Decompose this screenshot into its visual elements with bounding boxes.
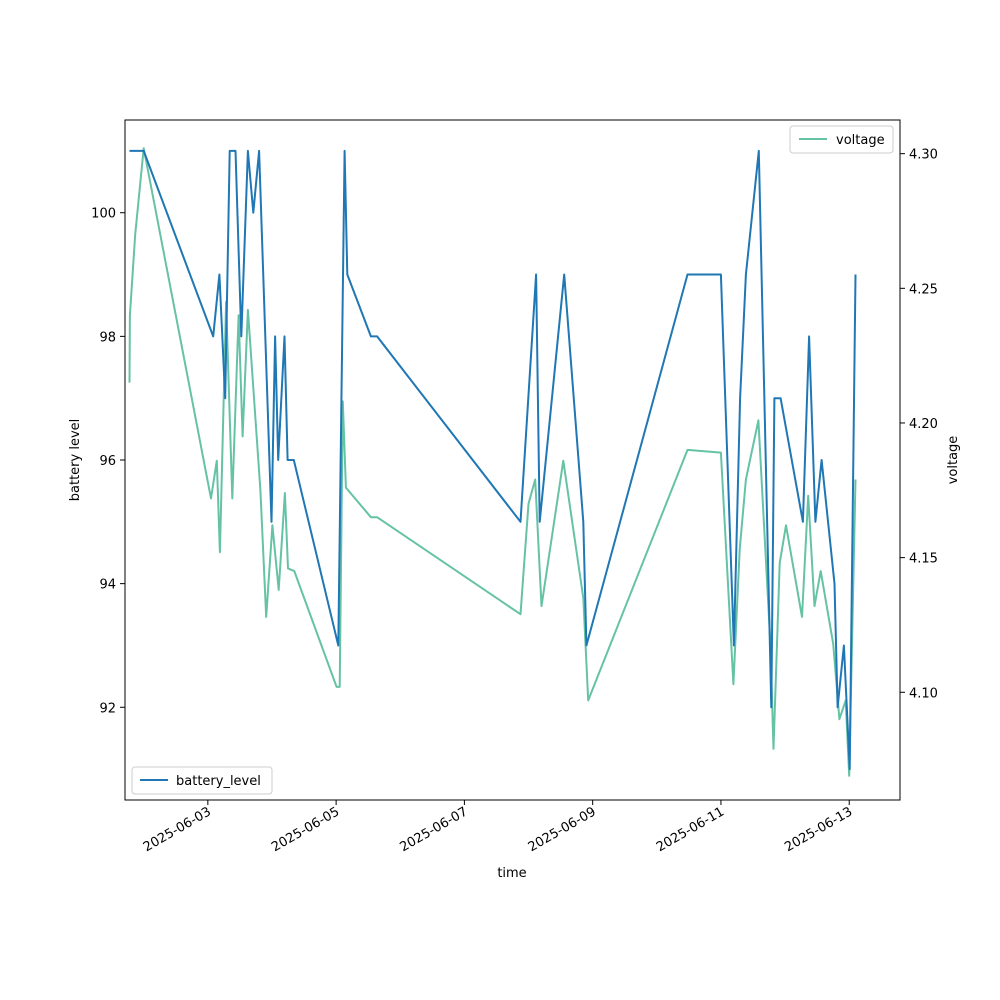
left-y-tick-label: 98 <box>99 330 116 345</box>
series-layer <box>128 147 857 777</box>
legend-voltage: voltage <box>789 125 894 154</box>
plot-area <box>125 120 900 800</box>
right-y-tick-label: 4.30 <box>909 148 938 163</box>
right-y-tick-label: 4.20 <box>909 417 938 432</box>
legend-box <box>131 766 273 795</box>
left-y-tick-label: 94 <box>99 578 116 593</box>
left-y-tick-label: 100 <box>91 207 116 222</box>
right-y-tick-label: 4.25 <box>909 282 938 297</box>
legend-box <box>789 125 894 154</box>
right-y-axis-ticks: 4.10 4.15 4.20 4.25 4.30 <box>900 148 938 701</box>
left-y-axis-label: battery level <box>68 419 83 502</box>
legend-label-voltage: voltage <box>836 133 885 148</box>
series-line-battery-level <box>129 149 857 771</box>
legend-label-battery-level: battery_level <box>176 774 261 789</box>
left-y-axis-ticks: 92 94 96 98 100 <box>91 207 125 716</box>
right-y-axis-label: voltage <box>946 436 961 485</box>
left-y-tick-label: 96 <box>99 454 116 469</box>
legend-battery-level: battery_level <box>131 766 273 795</box>
series-line-voltage <box>128 147 857 777</box>
right-y-tick-label: 4.10 <box>909 686 938 701</box>
left-y-tick-label: 92 <box>99 701 116 716</box>
right-y-tick-label: 4.15 <box>909 552 938 567</box>
x-axis-label: time <box>497 866 526 881</box>
